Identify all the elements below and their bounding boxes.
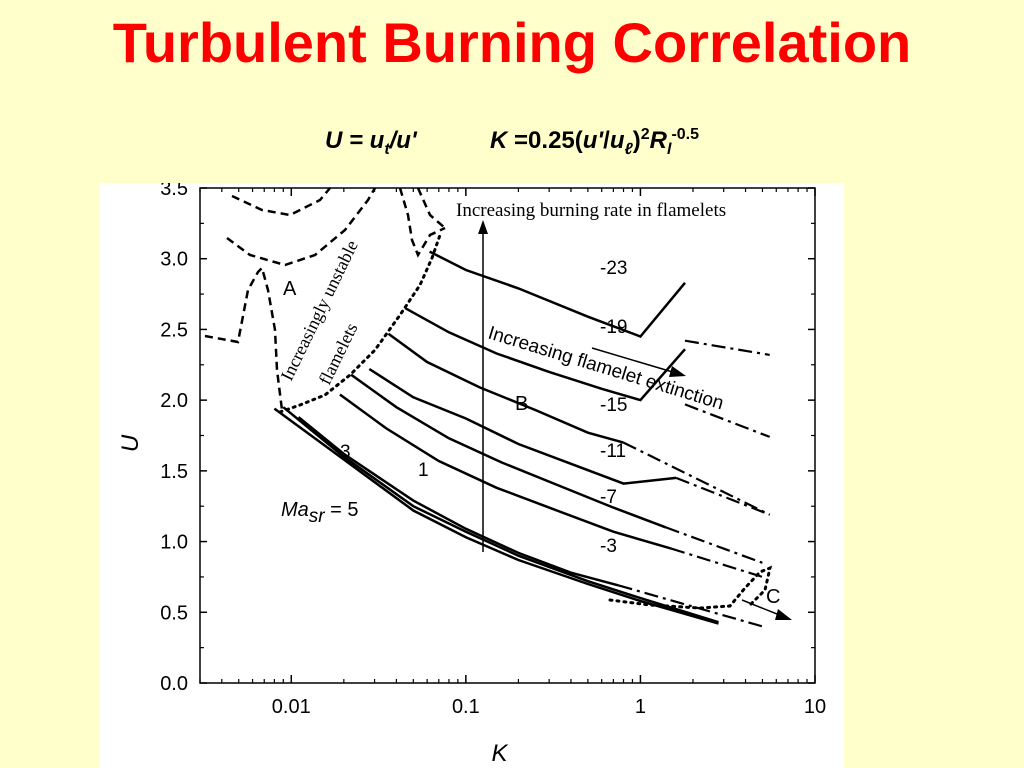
- series-extension--3: [670, 547, 763, 578]
- region-label-c: C: [766, 586, 780, 608]
- y-tick-label: 2.0: [160, 390, 188, 412]
- series-extension--19: [684, 403, 771, 438]
- boundary-dashed-upper: [231, 187, 331, 217]
- ma-sub: sr: [309, 506, 326, 527]
- curve-label-ma-sr: Masr = 5: [281, 499, 359, 527]
- y-tick-label: 3.5: [160, 183, 188, 200]
- ma-main: Ma: [281, 499, 309, 521]
- y-tick-label: 0.0: [160, 673, 188, 695]
- region-label-b: B: [515, 393, 528, 415]
- annotation-unstable-1: Increasingly unstable: [277, 237, 362, 384]
- series-line--3: [339, 393, 672, 550]
- series-line-3: [282, 406, 719, 624]
- curve-label-m23: -23: [600, 258, 627, 279]
- k-def-ul: u: [609, 127, 625, 154]
- boundary-dashed-right-b: [416, 187, 446, 229]
- region-label-a: A: [283, 278, 297, 300]
- series-line--11: [368, 367, 677, 485]
- series-extension--15: [623, 441, 771, 516]
- series-extension--23: [684, 339, 770, 356]
- curve-label-m19: -19: [600, 317, 627, 338]
- c-arrowhead: [775, 609, 792, 620]
- series-line--15: [387, 332, 624, 444]
- x-tick-label: 0.01: [272, 696, 311, 718]
- k-def-r-sub: l: [667, 140, 672, 158]
- extinction-arrowhead: [669, 366, 686, 377]
- curve-label-m11: -11: [600, 441, 626, 462]
- u-def-lhs: U = u: [324, 127, 385, 154]
- k-def-lhs: K: [490, 127, 508, 154]
- k-def-mid: =0.25(: [507, 127, 583, 154]
- k-def-slash: /: [603, 127, 610, 154]
- x-tick-label: 1: [635, 696, 646, 718]
- curve-label-m7: -7: [600, 487, 617, 508]
- y-tick-label: 2.5: [160, 319, 188, 341]
- boundary-dashed-right: [398, 187, 446, 258]
- series-line--23: [429, 250, 686, 338]
- k-def-close: ): [632, 127, 641, 154]
- x-tick-label: 0.1: [452, 696, 480, 718]
- curve-label-m15: -15: [600, 395, 627, 416]
- series-line-5: [273, 407, 719, 625]
- k-def-r: R: [649, 127, 667, 154]
- y-axis-label: U: [117, 434, 144, 452]
- ma-val: = 5: [325, 499, 359, 521]
- curve-label-m3: -3: [600, 536, 617, 557]
- chart-svg: 0.0 0.5 1.0 1.5 2.0 2.5 3.0 3.5 0.01 0.1 1 10 K U Incr…: [117, 183, 826, 767]
- k-def-r-pow: -0.5: [671, 126, 700, 143]
- series-extension-1: [618, 584, 763, 628]
- c-arrow-line: [741, 599, 783, 617]
- k-def-ul-sub: ℓ: [624, 140, 633, 158]
- burning-rate-arrowhead: [478, 220, 488, 234]
- u-def-sub: t: [384, 140, 390, 158]
- y-tick-label: 1.5: [160, 461, 188, 483]
- x-axis-label: K: [491, 740, 508, 767]
- plot-panel: 0.0 0.5 1.0 1.5 2.0 2.5 3.0 3.5 0.01 0.1 1 10 K U Incr…: [100, 183, 844, 768]
- y-tick-label: 3.0: [160, 249, 188, 271]
- formula-line: U = ut/u' K =0.25(u'/uℓ)2Rl-0.5: [0, 126, 1024, 159]
- boundary-dashed-a: [204, 265, 284, 411]
- k-def-pow: 2: [640, 126, 650, 143]
- series-extension--7: [665, 526, 763, 564]
- u-def-rhs: /u': [389, 127, 417, 154]
- boundary-dashed-top: [226, 187, 377, 267]
- y-tick-label: 1.0: [160, 532, 188, 554]
- boundary-dotted: [278, 233, 442, 414]
- series-line--7: [350, 373, 667, 529]
- extinction-arrow-line: [591, 347, 677, 374]
- curve-label-1: 1: [418, 460, 429, 481]
- k-def-u: u': [582, 127, 604, 154]
- boundary-dotted-c: [608, 565, 773, 610]
- series-extension--11: [675, 476, 771, 516]
- x-tick-label: 10: [804, 696, 826, 718]
- curve-label-3: 3: [340, 442, 351, 463]
- annotation-burning-rate: Increasing burning rate in flamelets: [456, 200, 726, 221]
- y-tick-label: 0.5: [160, 602, 188, 624]
- series-line-1: [297, 416, 619, 587]
- series-line--19: [404, 307, 686, 402]
- slide-title: Turbulent Burning Correlation: [112, 11, 912, 74]
